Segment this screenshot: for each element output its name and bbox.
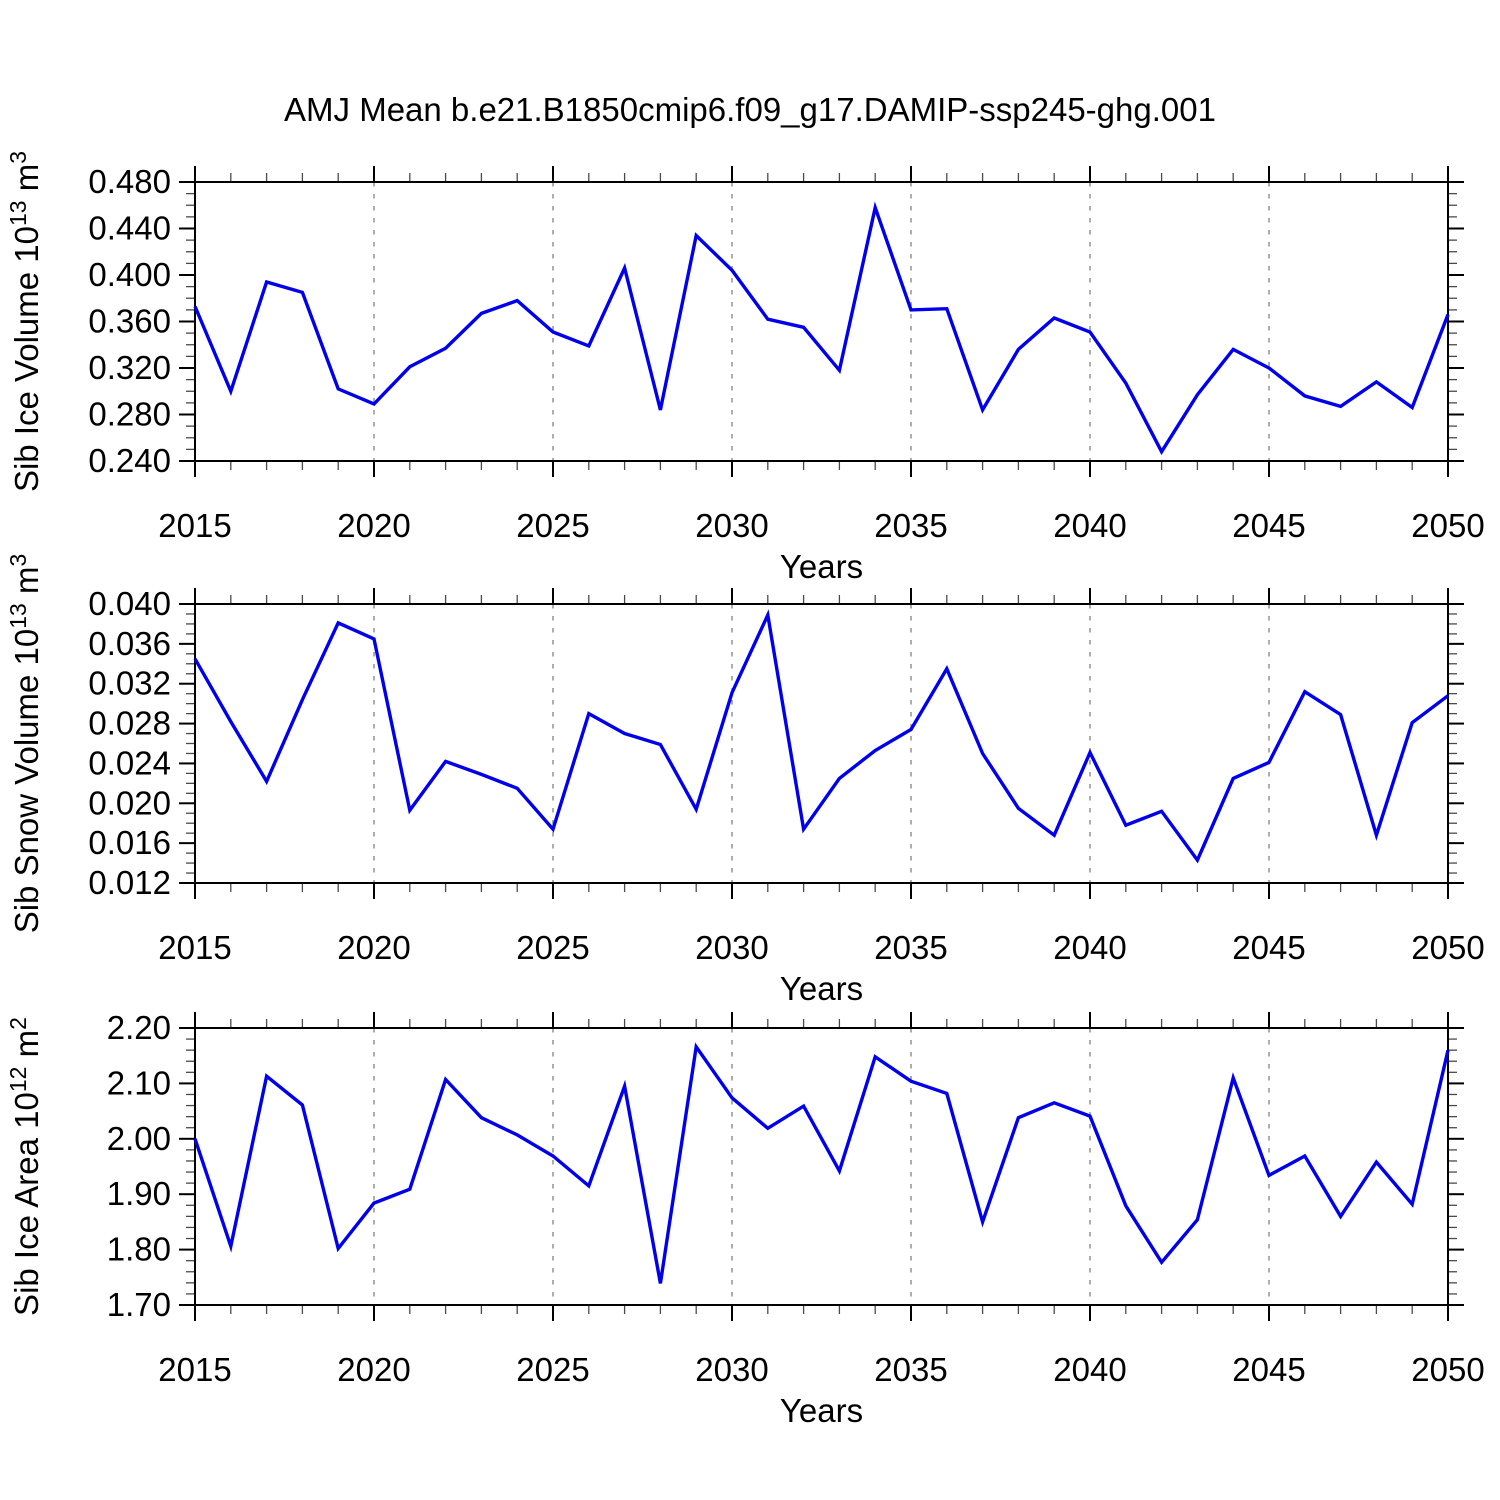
- plot-frame: [194, 1027, 1449, 1306]
- y-tick-label: 0.020: [88, 784, 171, 821]
- y-tick-label: 1.90: [107, 1175, 171, 1212]
- y-axis-title: Sib Snow Volume 1013 m3: [5, 554, 45, 934]
- y-tick-label: 0.040: [88, 585, 171, 622]
- y-tick-label: 2.10: [107, 1064, 171, 1101]
- x-tick-label: 2025: [516, 1351, 589, 1388]
- x-tick-label: 2045: [1232, 1351, 1305, 1388]
- y-tick-label: 0.032: [88, 665, 171, 702]
- y-tick-label: 0.036: [88, 625, 171, 662]
- plot-frame: [194, 603, 1449, 884]
- x-tick-label: 2035: [874, 1351, 947, 1388]
- y-tick-label: 0.440: [88, 210, 171, 247]
- y-tick-label: 0.024: [88, 744, 171, 781]
- x-tick-label: 2035: [874, 929, 947, 966]
- y-axis-title: Sib Ice Area 1012 m2: [5, 1017, 45, 1316]
- y-tick-label: 0.280: [88, 396, 171, 433]
- y-tick-label: 0.012: [88, 864, 171, 901]
- x-tick-label: 2025: [516, 929, 589, 966]
- y-tick-label: 0.360: [88, 303, 171, 340]
- x-tick-label: 2040: [1053, 507, 1126, 544]
- x-tick-label: 2040: [1053, 929, 1126, 966]
- x-tick-label: 2030: [695, 507, 768, 544]
- x-axis-title: Years: [780, 548, 863, 585]
- x-tick-label: 2015: [158, 507, 231, 544]
- x-tick-label: 2015: [158, 929, 231, 966]
- x-axis-title: Years: [780, 970, 863, 1007]
- x-tick-label: 2045: [1232, 929, 1305, 966]
- x-tick-label: 2030: [695, 1351, 768, 1388]
- y-tick-label: 2.20: [107, 1009, 171, 1046]
- y-tick-label: 2.00: [107, 1120, 171, 1157]
- x-axis-title: Years: [780, 1392, 863, 1429]
- x-tick-label: 2025: [516, 507, 589, 544]
- y-tick-label: 0.320: [88, 349, 171, 386]
- data-line-sib-ice-area: [193, 1042, 1450, 1284]
- y-tick-label: 1.80: [107, 1231, 171, 1268]
- data-line-sib-snow-volume: [193, 609, 1450, 864]
- x-tick-label: 2030: [695, 929, 768, 966]
- x-tick-label: 2050: [1411, 507, 1484, 544]
- data-line-sib-ice-volume: [193, 201, 1450, 456]
- x-tick-label: 2020: [337, 1351, 410, 1388]
- x-tick-label: 2020: [337, 507, 410, 544]
- plot-frame: [194, 181, 1449, 462]
- x-tick-label: 2050: [1411, 1351, 1484, 1388]
- panel-sib-ice-area: 1.70 1.80 1.90 2.00 2.10 2.20 2015 2020 2025 2030…: [5, 1009, 1485, 1429]
- y-tick-label: 0.400: [88, 256, 171, 293]
- x-tick-label: 2035: [874, 507, 947, 544]
- y-tick-label: 0.016: [88, 824, 171, 861]
- chart-title: AMJ Mean b.e21.B1850cmip6.f09_g17.DAMIP-…: [284, 91, 1216, 128]
- x-tick-label: 2040: [1053, 1351, 1126, 1388]
- y-tick-label: 1.70: [107, 1286, 171, 1323]
- panel-sib-ice-volume: 0.240 0.280 0.320 0.360 0.400 0.440 0.480 2015 2…: [5, 151, 1485, 585]
- x-tick-label: 2050: [1411, 929, 1484, 966]
- y-tick-label: 0.480: [88, 163, 171, 200]
- x-tick-label: 2045: [1232, 507, 1305, 544]
- y-tick-label: 0.028: [88, 705, 171, 742]
- x-tick-label: 2015: [158, 1351, 231, 1388]
- y-tick-label: 0.240: [88, 442, 171, 479]
- x-tick-label: 2020: [337, 929, 410, 966]
- panel-sib-snow-volume: 0.0120.0160.0200.0240.0280.0320.0360.040…: [5, 554, 1485, 1007]
- y-axis-title: Sib Ice Volume 1013 m3: [5, 151, 45, 492]
